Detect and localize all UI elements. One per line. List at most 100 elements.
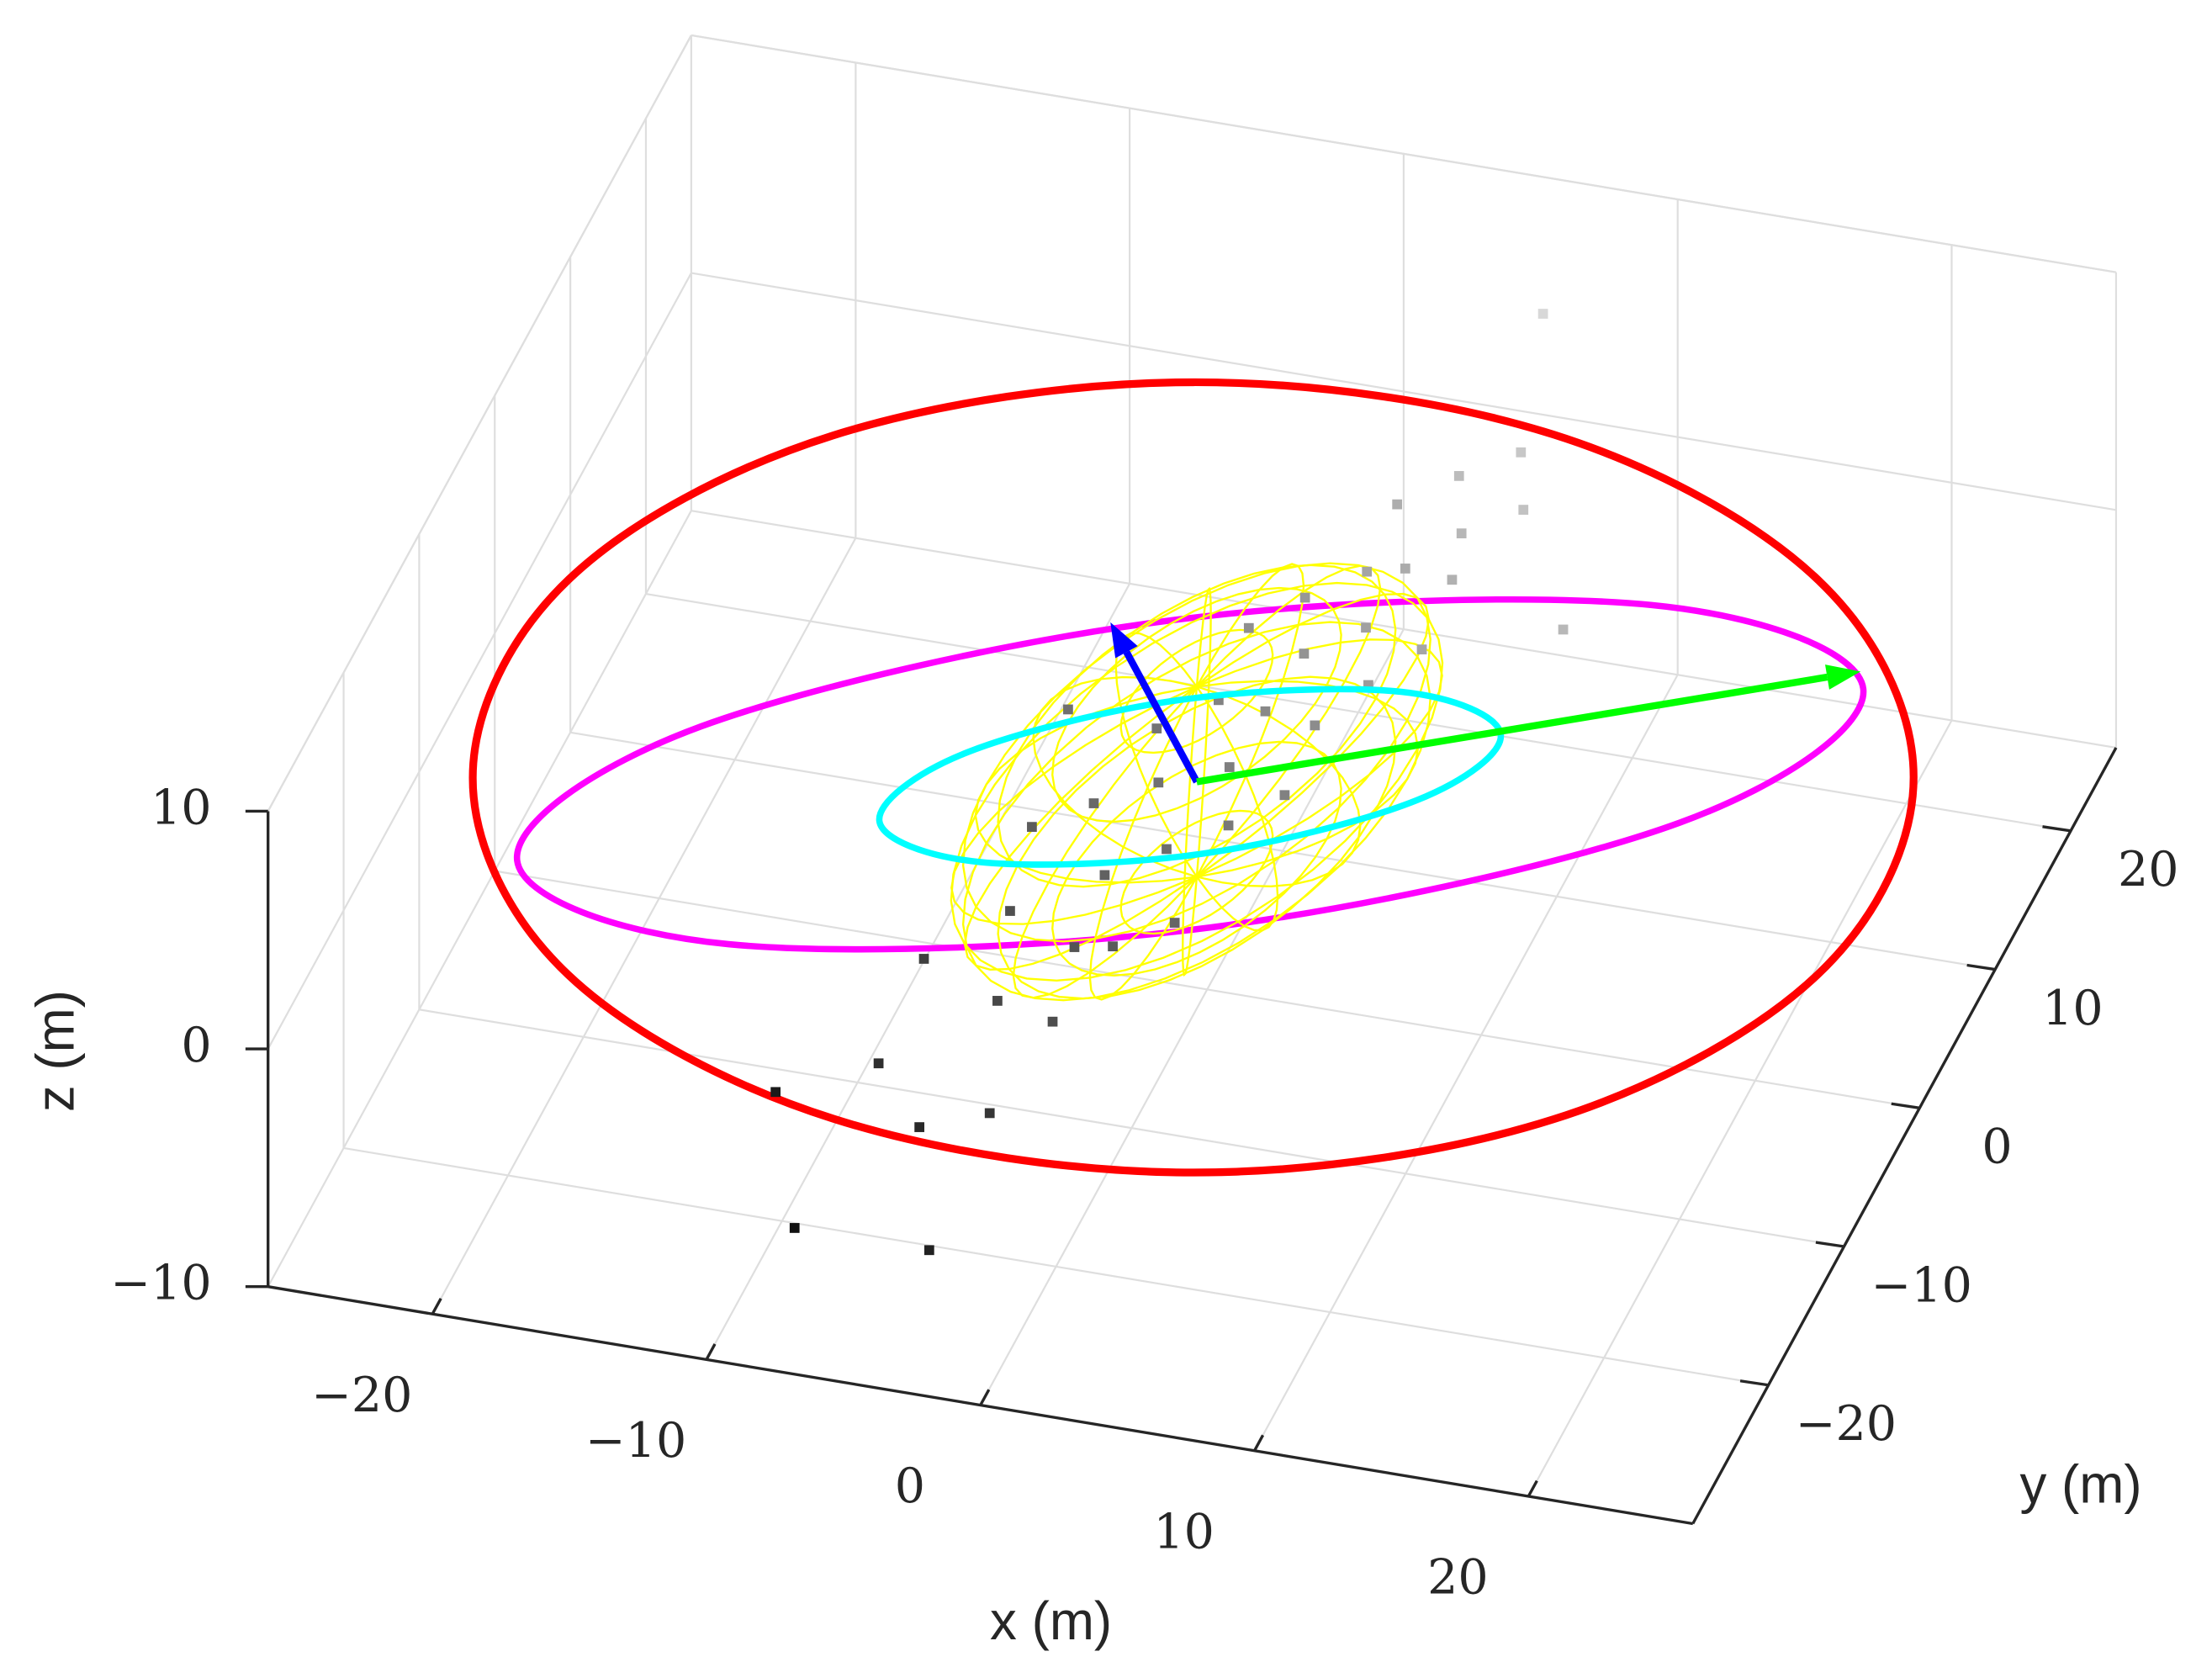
x-tick-label: 20	[1427, 1550, 1489, 1606]
y-tick-label: 0	[1982, 1120, 2012, 1175]
ring	[876, 685, 1505, 868]
y-tick	[1815, 1241, 1844, 1248]
point	[1260, 706, 1271, 717]
grid	[267, 34, 2118, 1497]
y-tick	[2042, 825, 2072, 833]
box-edge	[267, 34, 692, 812]
y-tick-label: 20	[2118, 842, 2179, 897]
point	[923, 1245, 934, 1256]
ellipsoid-wire	[961, 562, 1431, 943]
ellipsoid-wire	[1195, 685, 1279, 932]
point	[984, 1108, 995, 1119]
z-tick-label: 0	[181, 1018, 211, 1073]
grid-line	[1253, 674, 1679, 1452]
grid-line	[267, 273, 692, 1050]
point	[1099, 870, 1110, 881]
point	[1243, 622, 1254, 633]
x-tick-label: 10	[1153, 1504, 1214, 1559]
grid-line	[1527, 719, 1953, 1497]
grid-line	[569, 731, 1996, 971]
grid-line	[343, 1146, 1769, 1386]
point	[1518, 505, 1529, 515]
arrow-head	[1825, 664, 1861, 690]
point	[1027, 822, 1037, 832]
x-tick-label: −10	[585, 1413, 686, 1469]
point	[1362, 566, 1373, 577]
point	[1416, 644, 1427, 655]
y-tick	[1739, 1379, 1769, 1387]
y-tick-label: −20	[1796, 1396, 1897, 1452]
point	[1223, 820, 1234, 831]
point	[1516, 447, 1527, 458]
arrow-shaft	[1123, 650, 1200, 784]
ring	[514, 596, 1867, 953]
arrow-head	[1110, 622, 1138, 659]
point	[873, 1058, 884, 1069]
point	[1151, 723, 1162, 733]
ellipsoid-wire	[961, 621, 1431, 1002]
y-axis-label: y (m)	[2019, 1453, 2141, 1514]
x-tick	[979, 1389, 991, 1406]
point	[1537, 309, 1548, 319]
point	[992, 996, 1003, 1006]
point	[1224, 762, 1235, 772]
grid-line	[691, 272, 2117, 511]
point	[1400, 564, 1410, 574]
grid-line	[267, 510, 692, 1288]
ellipsoid-wire	[1119, 809, 1274, 935]
x-tick	[705, 1343, 717, 1361]
point	[1310, 720, 1320, 731]
point	[1299, 648, 1310, 659]
x-tick	[1527, 1479, 1538, 1497]
point	[1279, 790, 1290, 801]
y-axis	[1691, 747, 2118, 1525]
grid-line	[419, 1008, 1844, 1248]
point	[1169, 918, 1180, 928]
ellipsoid-wire	[1195, 586, 1212, 877]
point	[914, 1122, 925, 1132]
point	[918, 954, 929, 964]
y-tick-label: 10	[2042, 981, 2104, 1036]
point	[1453, 471, 1464, 481]
point	[770, 1087, 781, 1098]
point	[1063, 704, 1073, 715]
x-tick	[1253, 1434, 1265, 1452]
point	[1447, 574, 1458, 585]
point	[1047, 1016, 1058, 1027]
point	[1162, 844, 1172, 855]
ellipsoid-wire	[997, 564, 1397, 888]
x-axis-label: x (m)	[990, 1591, 1112, 1651]
point	[1363, 680, 1373, 691]
point	[1392, 499, 1403, 510]
point	[1214, 695, 1224, 706]
point	[1088, 798, 1099, 808]
point	[1069, 942, 1080, 952]
ellipsoid-wire	[1119, 628, 1274, 754]
y-tick-label: −10	[1871, 1257, 1972, 1313]
y-tick	[1891, 1102, 1920, 1109]
axes: −20 −10 0 10 20 −20 −10 0 10 20 −10 0 10	[110, 747, 2179, 1606]
grid-line	[645, 592, 2072, 832]
grid-line	[691, 510, 2117, 749]
ellipsoid-wire	[1051, 740, 1342, 977]
point	[1005, 906, 1015, 916]
point	[1361, 622, 1371, 633]
box-edge	[691, 34, 2117, 273]
z-axis-label: z (m)	[24, 990, 85, 1112]
point	[1153, 777, 1164, 788]
y-tick	[1966, 963, 1996, 971]
point	[1456, 528, 1467, 539]
ellipsoid-wire	[1051, 586, 1342, 823]
ring	[468, 378, 1918, 1177]
point	[789, 1223, 800, 1233]
arrow-shaft	[1196, 673, 1828, 786]
grid-line	[431, 537, 857, 1315]
point	[1299, 592, 1310, 603]
point	[1558, 624, 1569, 635]
x-tick-label: −20	[311, 1368, 412, 1423]
z-tick-label: −10	[110, 1256, 211, 1311]
z-tick-label: 10	[151, 780, 212, 835]
x-tick	[431, 1297, 442, 1315]
